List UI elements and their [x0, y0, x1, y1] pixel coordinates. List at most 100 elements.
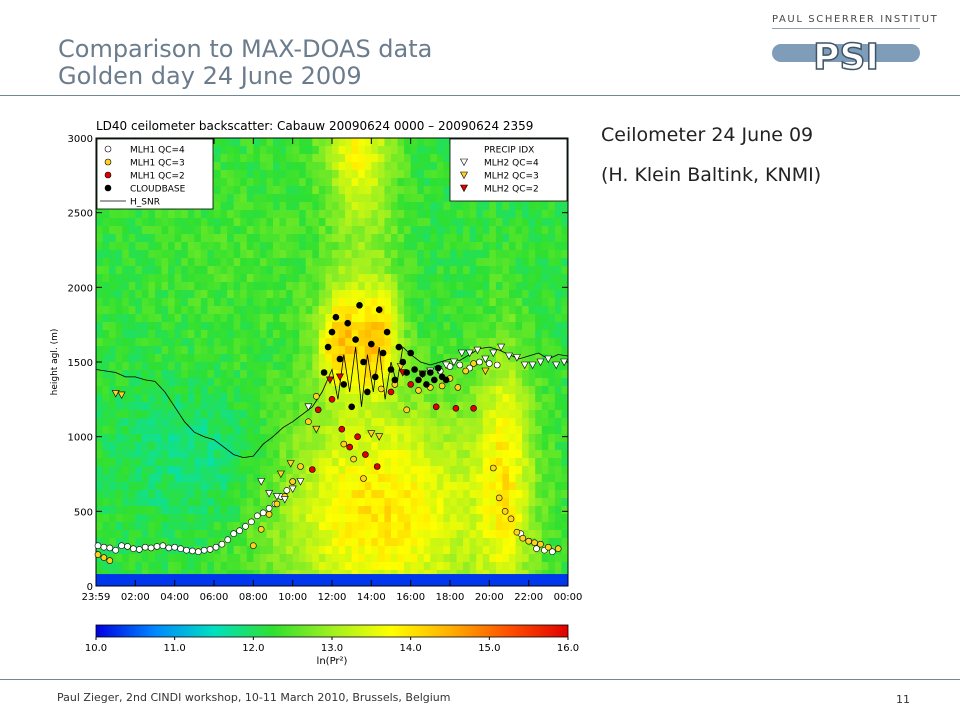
heatmap-cell [266, 210, 274, 219]
heatmap-cell [168, 282, 176, 291]
heatmap-cell [371, 306, 379, 315]
chart-title: LD40 ceilometer backscatter: Cabauw 2009… [96, 119, 533, 133]
heatmap-cell [141, 274, 149, 283]
heatmap-cell [299, 514, 307, 523]
heatmap-cell [214, 266, 221, 275]
heatmap-cell [115, 562, 123, 571]
heatmap-cell [548, 306, 556, 315]
heatmap-cell [417, 162, 425, 171]
heatmap-cell [286, 290, 294, 299]
heatmap-cell [220, 474, 228, 483]
heatmap-cell [292, 530, 300, 539]
heatmap-cell [423, 322, 431, 331]
heatmap-cell [430, 146, 438, 155]
heatmap-cell [345, 194, 353, 203]
heatmap-cell [318, 426, 326, 435]
heatmap-cell [227, 538, 235, 547]
heatmap-cell [502, 386, 510, 395]
heatmap-cell [515, 258, 523, 267]
heatmap-cell [364, 522, 372, 531]
heatmap-cell [259, 298, 267, 307]
heatmap-cell [404, 202, 412, 211]
heatmap-cell [214, 538, 221, 547]
heatmap-cell [266, 530, 274, 539]
heatmap-cell [476, 490, 484, 499]
heatmap-cell [541, 306, 549, 315]
heatmap-cell [161, 226, 169, 235]
heatmap-cell [96, 554, 103, 563]
header-divider [0, 95, 960, 96]
heatmap-cell [266, 378, 274, 387]
heatmap-cell [109, 362, 117, 371]
heatmap-cell [391, 554, 398, 563]
heatmap-cell [384, 138, 392, 147]
heatmap-cell [233, 538, 241, 547]
heatmap-cell [384, 338, 392, 347]
heatmap-cell [266, 226, 274, 235]
heatmap-cell [174, 234, 182, 243]
heatmap-cell [318, 290, 326, 299]
heatmap-cell [109, 490, 117, 499]
heatmap-cell [456, 482, 464, 491]
heatmap-cell [364, 402, 372, 411]
heatmap-cell [351, 402, 359, 411]
heatmap-cell [102, 418, 110, 427]
heatmap-cell [489, 362, 497, 371]
heatmap-cell [522, 530, 530, 539]
heatmap-cell [535, 362, 543, 371]
legend-label: PRECIP IDX [484, 146, 534, 156]
heatmap-cell [469, 258, 477, 267]
heatmap-cell [450, 530, 457, 539]
heatmap-cell [240, 530, 248, 539]
heatmap-cell [96, 266, 103, 275]
heatmap-cell [96, 354, 103, 363]
heatmap-cell [187, 426, 195, 435]
heatmap-cell [214, 338, 221, 347]
heatmap-cell [351, 554, 359, 563]
heatmap-cell [423, 410, 431, 419]
heatmap-cell [377, 418, 385, 427]
heatmap-cell [450, 442, 457, 451]
heatmap-cell [332, 170, 339, 179]
heatmap-cell [495, 242, 503, 251]
heatmap-cell [561, 442, 569, 451]
heatmap-cell [200, 258, 208, 267]
heatmap-cell [528, 474, 536, 483]
heatmap-cell [214, 378, 221, 387]
heatmap-cell [325, 458, 333, 467]
heatmap-cell [371, 210, 379, 219]
heatmap-cell [384, 362, 392, 371]
heatmap-cell [515, 394, 523, 403]
heatmap-cell [148, 258, 156, 267]
heatmap-cell [253, 474, 261, 483]
heatmap-cell [423, 338, 431, 347]
heatmap-cell [115, 322, 123, 331]
heatmap-cell [456, 418, 464, 427]
heatmap-cell [489, 394, 497, 403]
heatmap-cell [489, 242, 497, 251]
heatmap-cell [548, 330, 556, 339]
heatmap-cell [548, 266, 556, 275]
heatmap-cell [305, 242, 313, 251]
heatmap-cell [345, 426, 353, 435]
heatmap-cell [495, 498, 503, 507]
heatmap-cell [200, 402, 208, 411]
heatmap-cell [410, 394, 418, 403]
heatmap-cell [141, 434, 149, 443]
heatmap-cell [384, 210, 392, 219]
heatmap-cell [299, 330, 307, 339]
heatmap-cell [207, 458, 215, 467]
heatmap-cell [541, 394, 549, 403]
heatmap-cell [259, 242, 267, 251]
heatmap-cell [364, 178, 372, 187]
heatmap-cell [148, 434, 156, 443]
heatmap-cell [417, 194, 425, 203]
heatmap-cell [528, 322, 536, 331]
heatmap-cell [436, 394, 444, 403]
heatmap-cell [482, 426, 490, 435]
heatmap-cell [240, 410, 248, 419]
heatmap-cell [207, 370, 215, 379]
heatmap-cell [220, 466, 228, 475]
heatmap-cell [463, 410, 471, 419]
heatmap-cell [200, 386, 208, 395]
